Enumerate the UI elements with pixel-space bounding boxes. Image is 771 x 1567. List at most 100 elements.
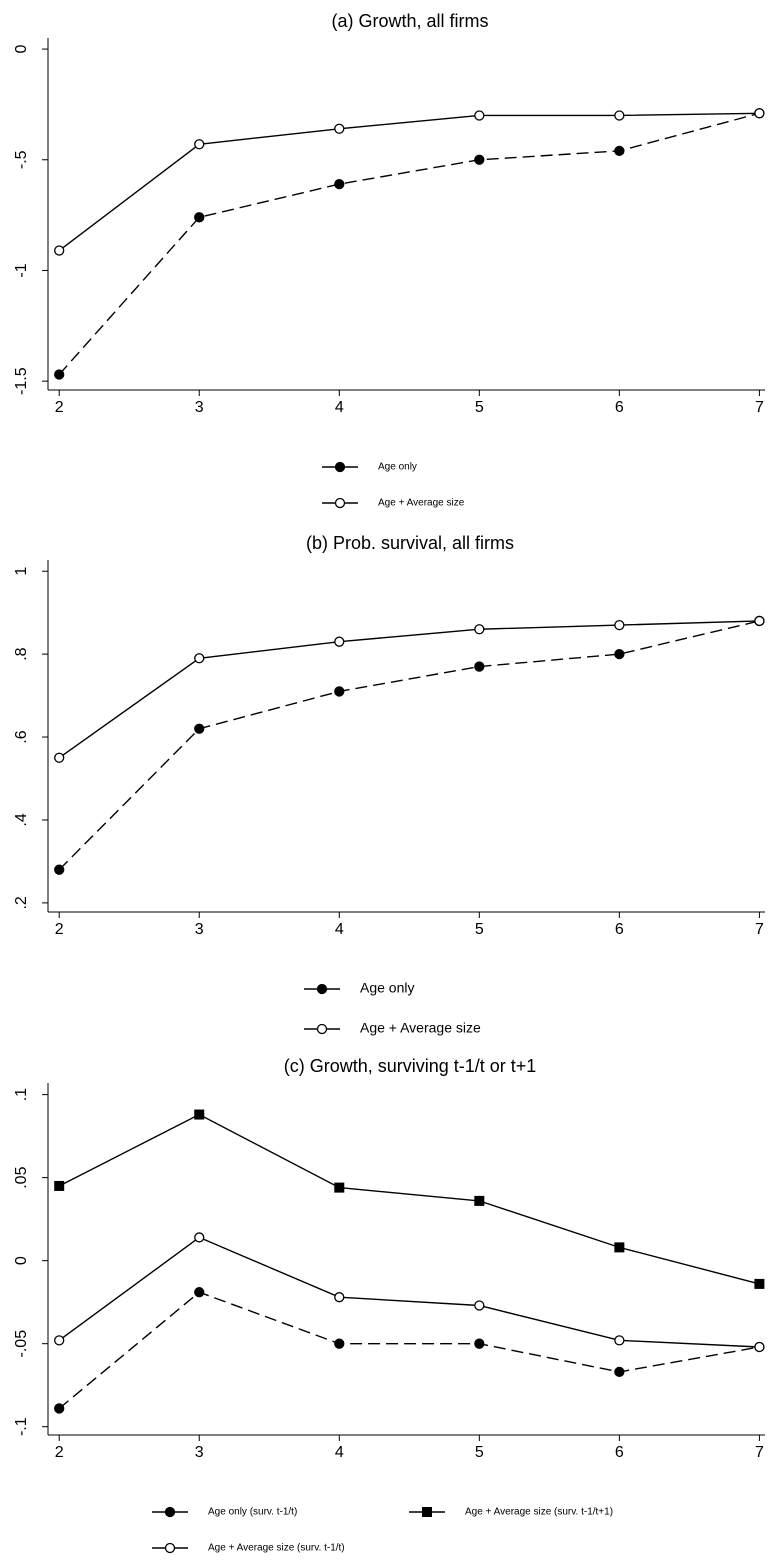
chart-title: (a) Growth, all firms: [331, 11, 488, 31]
legend-marker: [164, 1542, 176, 1554]
marker: [194, 212, 205, 223]
marker: [334, 178, 345, 190]
legend-label: Age only: [378, 462, 417, 473]
y-tick-label: -.5: [13, 150, 30, 169]
marker: [614, 648, 625, 660]
x-tick-label: 3: [195, 921, 204, 938]
marker: [54, 1403, 65, 1414]
series-line: [58, 1236, 760, 1348]
series-line: [58, 620, 760, 871]
marker: [754, 1341, 765, 1353]
x-tick-label: 6: [615, 399, 624, 416]
x-tick-label: 3: [195, 1444, 204, 1461]
legend-item: Age only: [304, 980, 414, 996]
x-tick-label: 5: [475, 921, 484, 938]
x-tick-label: 6: [615, 1444, 624, 1461]
marker: [54, 1335, 65, 1346]
marker: [614, 110, 625, 121]
legend-marker: [422, 1507, 432, 1517]
legend-marker: [316, 1023, 328, 1035]
marker: [334, 1182, 345, 1193]
legend-label: Age only (surv. t-1/t): [208, 1507, 297, 1518]
marker: [194, 723, 205, 734]
x-tick-label: 5: [475, 1444, 484, 1461]
marker: [754, 615, 765, 627]
legend: Age only Age + Average size: [304, 980, 481, 1036]
y-tick-label: 1: [13, 567, 30, 576]
marker: [474, 661, 485, 672]
legend-marker: [316, 983, 328, 995]
marker: [474, 154, 485, 165]
y-tick-label: -1.5: [13, 367, 30, 395]
marker: [194, 653, 205, 664]
y-tick-label: 0: [13, 1256, 30, 1265]
legend: Age only (surv. t-1/t) Age + Average size…: [152, 1507, 613, 1554]
legend-item: Age only (surv. t-1/t): [152, 1507, 297, 1518]
chart-title: (b) Prob. survival, all firms: [306, 533, 514, 553]
legend-label: Age + Average size: [378, 498, 465, 509]
x-tick-label: 6: [615, 921, 624, 938]
legend-label: Age + Average size: [360, 1020, 481, 1036]
legend-marker: [334, 497, 346, 509]
marker: [54, 864, 65, 875]
x-tick-label: 4: [335, 1444, 344, 1461]
marker: [54, 369, 65, 380]
y-tick-label: -.1: [13, 1417, 30, 1436]
legend-marker: [164, 1506, 176, 1518]
y-tick-label: .05: [13, 1166, 30, 1188]
y-tick-label: -.05: [13, 1330, 30, 1358]
marker: [614, 145, 625, 157]
legend-item: Age only: [322, 462, 417, 473]
marker: [194, 1232, 205, 1243]
marker: [474, 1300, 485, 1311]
series-line: [58, 112, 760, 252]
marker: [614, 1242, 625, 1253]
y-tick-label: .8: [13, 647, 30, 660]
series-line: [58, 112, 760, 375]
x-tick-label: 2: [55, 921, 64, 938]
x-tick-label: 7: [755, 1444, 764, 1461]
legend: Age only Age + Average size: [322, 462, 465, 509]
x-tick-label: 7: [755, 921, 764, 938]
marker: [54, 1180, 65, 1191]
marker: [474, 624, 485, 635]
marker: [754, 1278, 765, 1289]
series-line: [58, 1291, 760, 1409]
marker: [334, 686, 345, 697]
x-tick-label: 3: [195, 399, 204, 416]
series-line: [58, 1113, 760, 1285]
y-tick-label: .6: [13, 730, 30, 743]
y-tick-label: .2: [13, 896, 30, 909]
marker: [194, 1109, 205, 1120]
legend-item: Age + Average size (surv. t-1/t+1): [409, 1507, 613, 1518]
legend-item: Age + Average size: [322, 498, 465, 509]
x-tick-label: 4: [335, 921, 344, 938]
marker: [614, 1335, 625, 1346]
marker: [334, 1292, 345, 1303]
legend-label: Age + Average size (surv. t-1/t+1): [465, 1507, 613, 1518]
marker: [334, 636, 345, 647]
x-tick-label: 2: [55, 1444, 64, 1461]
marker: [334, 123, 345, 134]
marker: [754, 108, 765, 119]
legend-label: Age + Average size (surv. t-1/t): [208, 1543, 345, 1554]
marker: [194, 139, 205, 150]
chart-panel: (b) Prob. survival, all firms .2 .4 .6 .8 1 2 3…: [13, 533, 765, 1036]
legend-marker: [334, 461, 346, 473]
marker: [474, 1195, 485, 1206]
series-line: [58, 620, 760, 759]
x-tick-label: 4: [335, 399, 344, 416]
x-tick-label: 7: [755, 399, 764, 416]
marker: [614, 1366, 625, 1378]
y-tick-label: .1: [13, 1088, 30, 1101]
marker: [614, 619, 625, 631]
chart-panel: (a) Growth, all firms 0 -.5 -1 -1.5 2 3 4 5 6 7 Age…: [13, 11, 765, 509]
x-tick-label: 5: [475, 399, 484, 416]
y-tick-label: 0: [13, 45, 30, 54]
marker: [474, 1338, 485, 1349]
marker: [474, 110, 485, 121]
legend-label: Age only: [360, 980, 414, 996]
chart-panel: (c) Growth, surviving t-1/t or t+1 -.1 -.0…: [13, 1056, 765, 1554]
legend-item: Age + Average size (surv. t-1/t): [152, 1543, 345, 1554]
